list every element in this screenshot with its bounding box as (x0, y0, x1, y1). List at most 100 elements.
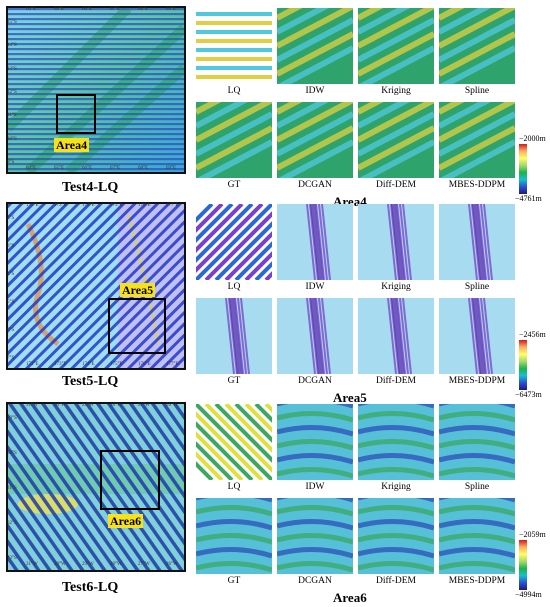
tile-dcgan (277, 298, 353, 374)
tile-label: DCGAN (298, 576, 332, 586)
tile-label: Spline (464, 482, 490, 492)
colorbar-max-label: −2456m (519, 330, 546, 339)
tile-image (439, 298, 515, 374)
tile-image (277, 8, 353, 84)
tile-label: IDW (305, 86, 325, 96)
lon-tick-label: 68°E (138, 166, 149, 171)
tile-label: Kriging (381, 86, 411, 96)
tile-image (358, 404, 434, 480)
tile-image (358, 204, 434, 280)
lat-tick-label: 32°S (7, 521, 17, 526)
lon-tick-label: 31°W (26, 403, 38, 408)
tile-image (196, 8, 272, 84)
lon-tick-label: 31°W (26, 562, 38, 567)
tile-lq (196, 8, 272, 84)
tile-label: Diff-DEM (376, 376, 416, 386)
area6-tag: Area6 (108, 514, 144, 528)
lon-tick-label: 177°E (166, 362, 179, 367)
tile-label: MBES-DDPM (448, 376, 506, 386)
tile-diff-dem (358, 498, 434, 574)
lon-tick-label: 176°E (138, 203, 151, 208)
tile-dcgan (277, 498, 353, 574)
tile-label: MBES-DDPM (448, 180, 506, 190)
test6-lq-overview-map (6, 402, 186, 572)
lon-tick-label: 27°W (138, 403, 150, 408)
tile-label: MBES-DDPM (448, 576, 506, 586)
tile-label: Spline (464, 86, 490, 96)
test5-lq-overview-map (6, 202, 186, 370)
area5-selection-box (108, 298, 166, 354)
bathymetry-map-image (8, 8, 184, 172)
lon-tick-label: 177°E (166, 203, 179, 208)
lat-tick-label: 31°S (7, 486, 17, 491)
lon-tick-label: 68°E (138, 7, 149, 12)
lon-tick-label: 28°W (110, 562, 122, 567)
lon-tick-label: 174°E (82, 203, 95, 208)
tile-mbes-ddpm (439, 102, 515, 178)
tile-image (196, 204, 272, 280)
tile-image (196, 102, 272, 178)
tile-image (277, 498, 353, 574)
tile-label: GT (227, 180, 241, 190)
tile-idw (277, 204, 353, 280)
test4-lq-caption: Test4-LQ (62, 180, 119, 195)
tile-image (277, 102, 353, 178)
tile-kriging (358, 8, 434, 84)
tile-image (196, 404, 272, 480)
area4-tag: Area4 (54, 138, 90, 152)
tile-mbes-ddpm (439, 298, 515, 374)
tile-spline (439, 404, 515, 480)
lon-tick-label: 65°E (54, 7, 65, 12)
tile-lq (196, 204, 272, 280)
area-caption: Area6 (333, 590, 367, 605)
tile-diff-dem (358, 102, 434, 178)
lon-tick-label: 67°E (110, 166, 121, 171)
tile-label: LQ (227, 282, 241, 292)
colorbar-max-label: −2059m (519, 530, 546, 539)
tile-image (439, 8, 515, 84)
tile-image (196, 298, 272, 374)
tile-gt (196, 298, 272, 374)
lat-tick-label: 7°S (7, 356, 15, 361)
lon-tick-label: 65°E (54, 166, 65, 171)
lon-tick-label: 69°E (166, 7, 177, 12)
tile-image (439, 102, 515, 178)
tile-gt (196, 102, 272, 178)
lat-tick-label: 4°S (7, 272, 15, 277)
tile-label: GT (227, 576, 241, 586)
lat-tick-label: 11°S (7, 113, 17, 119)
lon-tick-label: 175°E (110, 362, 123, 367)
tile-idw (277, 8, 353, 84)
area4-selection-box (56, 94, 96, 134)
tile-image (277, 404, 353, 480)
tile-image (439, 204, 515, 280)
lon-tick-label: 176°E (138, 362, 151, 367)
lon-tick-label: 172°E (26, 362, 39, 367)
tile-label: IDW (305, 282, 325, 292)
lon-tick-label: 29°W (82, 562, 94, 567)
area6-selection-box (100, 450, 160, 510)
tile-label: Diff-DEM (376, 180, 416, 190)
lon-tick-label: 28°W (110, 403, 122, 408)
test4-lq-overview-map (6, 6, 186, 174)
lat-tick-label: 29°S (7, 416, 17, 421)
lon-tick-label: 66°E (82, 7, 93, 12)
tile-image (196, 498, 272, 574)
tile-image (358, 8, 434, 84)
bathymetry-map-image (8, 404, 184, 570)
tile-gt (196, 498, 272, 574)
tile-diff-dem (358, 298, 434, 374)
tile-image (277, 204, 353, 280)
lat-tick-label: 3°S (7, 244, 15, 249)
tile-image (277, 298, 353, 374)
lon-tick-label: 26°W (166, 403, 178, 408)
tile-label: IDW (305, 482, 325, 492)
colorbar-min-label: −4761m (515, 194, 542, 203)
tile-idw (277, 404, 353, 480)
lat-tick-label: 14°S (7, 43, 17, 49)
lon-tick-label: 175°E (110, 203, 123, 208)
lon-tick-label: 30°W (54, 403, 66, 408)
lon-tick-label: 26°W (166, 562, 178, 567)
tile-label: GT (227, 376, 241, 386)
lat-tick-label: 10°S (7, 136, 17, 142)
